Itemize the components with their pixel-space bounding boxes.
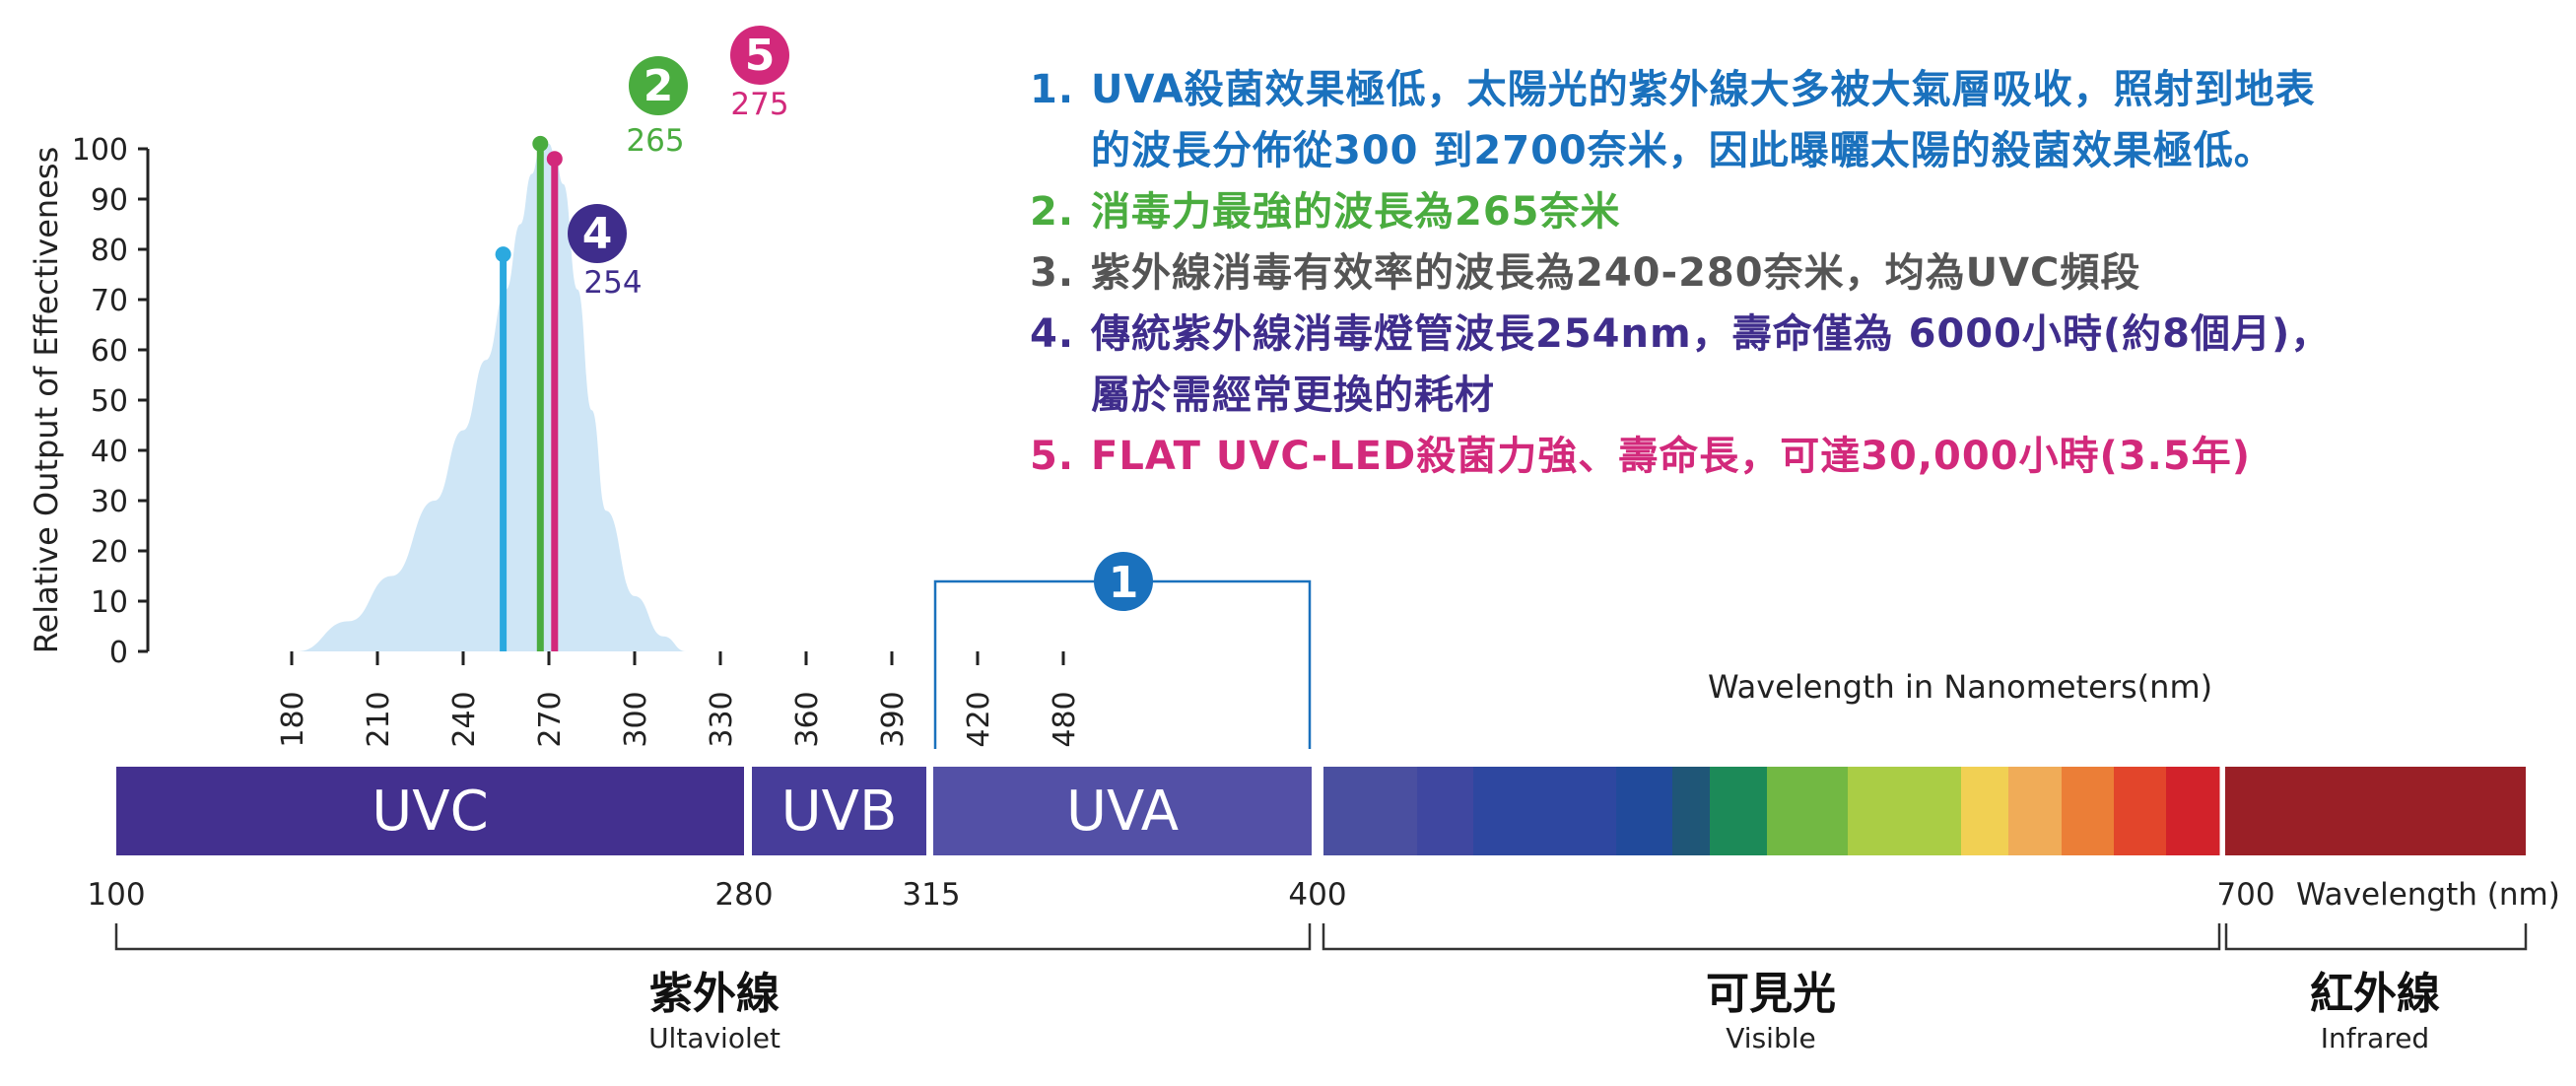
visible-band-segment (1616, 767, 1673, 855)
boundary-label: 315 (902, 877, 960, 913)
group-label-en: Visible (1726, 1022, 1815, 1054)
visible-band-segment (1473, 767, 1617, 855)
y-tick-label: 40 (91, 435, 128, 469)
uva-range-badge (1094, 552, 1153, 611)
x-tick-label: 480 (1048, 691, 1082, 747)
x-tick-label: 390 (876, 691, 911, 747)
y-tick-label: 90 (91, 183, 128, 218)
band-uvb (752, 767, 926, 855)
y-tick-label: 10 (91, 585, 128, 620)
marker-wavelength-label: 254 (583, 265, 642, 301)
note-4: 4. 傳統紫外線消毒燈管波長254nm，壽命僅為 6000小時(約8個月)， 屬… (1030, 304, 2547, 426)
x-tick-label: 360 (790, 691, 825, 747)
visible-band-segment (2114, 767, 2167, 855)
y-tick-label: 70 (91, 284, 128, 318)
visible-band-segment (1323, 767, 1418, 855)
group-label-en: Ultaviolet (648, 1022, 780, 1054)
boundary-label: 100 (87, 877, 145, 913)
visible-band-segment (2166, 767, 2220, 855)
y-tick-label: 30 (91, 485, 128, 519)
y-tick-label: 100 (72, 133, 128, 168)
band-label: UVA (1066, 780, 1179, 844)
x-tick-label: 240 (447, 691, 482, 747)
group-bracket (1322, 923, 2221, 951)
note-text-line: 紫外線消毒有效率的波長為240-280奈米，均為UVC頻段 (1091, 250, 2141, 296)
visible-band-segment (1961, 767, 2009, 855)
visible-band-segment (1767, 767, 1849, 855)
notes-list: 1. UVA殺菌效果極低，太陽光的紫外線大多被大氣層吸收，照射到地表 的波長分佈… (1030, 59, 2547, 487)
note-text-line: 的波長分佈從300 到2700奈米，因此曝曬太陽的殺菌效果極低。 (1091, 128, 2274, 173)
x-axis-label: Wavelength in Nanometers(nm) (1708, 668, 2212, 706)
band-infrared (2225, 767, 2526, 855)
note-text-line: 傳統紫外線消毒燈管波長254nm，壽命僅為 6000小時(約8個月)， (1091, 311, 2332, 357)
group-label-zh: 紫外線 (649, 969, 780, 1019)
visible-band-segment (1672, 767, 1711, 855)
boundary-label: 400 (1288, 877, 1346, 913)
note-3: 3. 紫外線消毒有效率的波長為240-280奈米，均為UVC頻段 (1030, 242, 2547, 304)
note-number: 2. (1030, 189, 1075, 235)
group-bracket (2224, 923, 2528, 951)
x-tick-label: 420 (962, 691, 996, 747)
note-5: 5. FLAT UVC-LED殺菌力強、壽命長，可達30,000小時(3.5年) (1030, 426, 2547, 487)
spectrum-unit-label: Wavelength (nm) (2296, 877, 2560, 913)
x-tick-label: 210 (362, 691, 396, 747)
x-tick-label: 270 (533, 691, 568, 747)
boundary-label: 700 (2216, 877, 2274, 913)
y-tick-label: 50 (91, 384, 128, 419)
marker-badge-number: 2 (644, 61, 674, 111)
note-text-line: 消毒力最強的波長為265奈米 (1091, 189, 1621, 235)
group-label-en: Infrared (2321, 1022, 2429, 1054)
marker-badge-number: 4 (582, 209, 613, 259)
visible-band-segment (2062, 767, 2115, 855)
marker-badge (629, 56, 688, 115)
note-1: 1. UVA殺菌效果極低，太陽光的紫外線大多被大氣層吸收，照射到地表 的波長分佈… (1030, 59, 2547, 181)
band-label: UVB (781, 780, 898, 844)
group-label-zh: 可見光 (1706, 969, 1836, 1019)
y-tick-label: 0 (109, 636, 128, 670)
note-number: 3. (1030, 250, 1075, 296)
y-tick-label: 20 (91, 535, 128, 570)
group-label-zh: 紅外線 (2310, 969, 2440, 1019)
marker-dot (546, 151, 563, 168)
band-uva (933, 767, 1312, 855)
marker-wavelength-label: 275 (730, 87, 788, 122)
note-number: 5. (1030, 434, 1075, 479)
boundary-label: 280 (714, 877, 773, 913)
visible-band-segment (2008, 767, 2063, 855)
effectiveness-curve (297, 143, 687, 651)
x-tick-label: 180 (276, 691, 310, 747)
marker-wavelength-label: 265 (626, 123, 684, 159)
note-text-line: UVA殺菌效果極低，太陽光的紫外線大多被大氣層吸收，照射到地表 (1091, 67, 2316, 112)
note-2: 2. 消毒力最強的波長為265奈米 (1030, 181, 2547, 242)
note-number: 4. (1030, 311, 1075, 357)
marker-badge (730, 26, 789, 85)
x-tick-label: 300 (619, 691, 653, 747)
band-label: UVC (372, 780, 488, 844)
spectrum-bar: UVC UVB UVA 100 280 315 400 700 Wavelength (nm) 紫… (87, 767, 2560, 1054)
uva-range-badge-number: 1 (1109, 558, 1139, 608)
visible-band-segment (1417, 767, 1474, 855)
note-text-line: 屬於需經常更換的耗材 (1091, 373, 1495, 418)
y-tick-label: 80 (91, 234, 128, 268)
marker-badge (568, 204, 627, 263)
visible-band-segment (1848, 767, 1962, 855)
marker-dot (532, 135, 549, 152)
note-number: 1. (1030, 67, 1075, 112)
visible-band-segment (1710, 767, 1768, 855)
note-text-line: FLAT UVC-LED殺菌力強、壽命長，可達30,000小時(3.5年) (1091, 434, 2251, 479)
y-tick-label: 60 (91, 334, 128, 369)
group-bracket (114, 923, 1312, 951)
marker-dot (495, 246, 511, 263)
y-axis-label: Relative Output of Effectiveness (28, 147, 65, 653)
band-uvc (116, 767, 744, 855)
x-tick-label: 330 (705, 691, 739, 747)
marker-badge-number: 5 (745, 31, 776, 81)
